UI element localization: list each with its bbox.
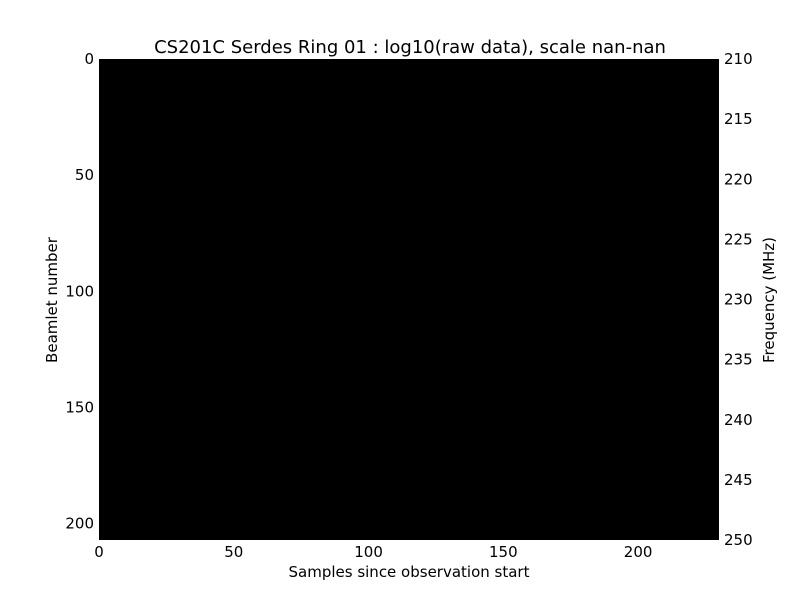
chart-title: CS201C Serdes Ring 01 : log10(raw data),… xyxy=(154,37,666,58)
y-right-tick-label: 210 xyxy=(724,50,753,68)
x-tick-label: 200 xyxy=(624,543,653,561)
x-tick-label: 150 xyxy=(489,543,518,561)
heatmap-image xyxy=(99,59,719,540)
y-axis-label: Beamlet number xyxy=(43,236,61,363)
x-tick-label: 0 xyxy=(94,543,104,561)
x-tick-label: 50 xyxy=(224,543,243,561)
y-tick-label: 150 xyxy=(65,399,94,417)
y-right-tick-label: 215 xyxy=(724,110,753,128)
y-right-tick-label: 225 xyxy=(724,230,753,248)
y-tick-label: 200 xyxy=(65,515,94,533)
y-right-tick-label: 240 xyxy=(724,411,753,429)
y-tick-label: 0 xyxy=(84,50,94,68)
y-right-tick-label: 235 xyxy=(724,351,753,369)
x-axis-label: Samples since observation start xyxy=(289,563,530,581)
y-tick-label: 50 xyxy=(75,166,94,184)
y-tick-label: 100 xyxy=(65,282,94,300)
y-axis-right-label: Frequency (MHz) xyxy=(760,237,778,363)
y-right-tick-label: 220 xyxy=(724,170,753,188)
x-tick-label: 100 xyxy=(354,543,383,561)
y-right-tick-label: 250 xyxy=(724,531,753,549)
y-right-tick-label: 230 xyxy=(724,291,753,309)
y-right-tick-label: 245 xyxy=(724,471,753,489)
